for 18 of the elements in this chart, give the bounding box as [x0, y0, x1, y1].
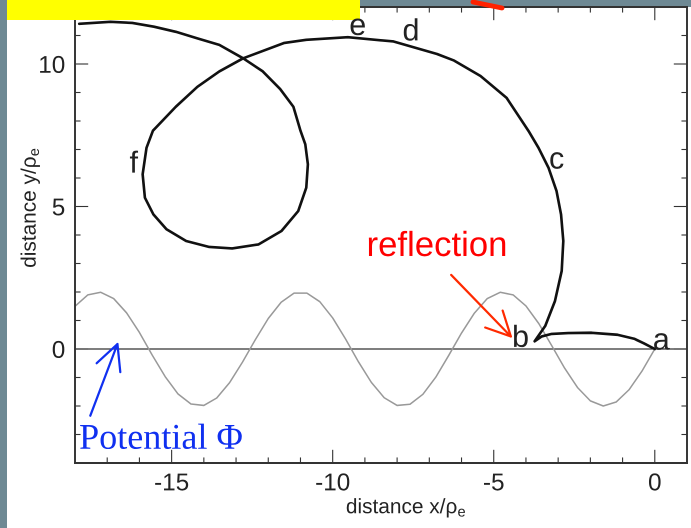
line-series: [75, 292, 656, 407]
y-tick-label: 10: [40, 56, 64, 74]
x-tick-label: 0: [648, 473, 661, 491]
annotation: reflection: [368, 230, 506, 256]
annotation: Potential Φ: [80, 424, 242, 450]
annotation: b: [514, 324, 528, 348]
x-axis-title: distance x/ρ$_{e}$: [346, 498, 465, 518]
x-tick-label: -5: [484, 474, 504, 491]
x-tick-label: -10: [316, 473, 350, 491]
annotation: e: [350, 18, 365, 36]
annotation: f: [130, 150, 138, 173]
x-tick-label: -15: [155, 474, 188, 491]
y-tick-label: 0: [52, 340, 64, 358]
y-tick-label: 5: [52, 198, 64, 216]
y-axis-title: distance y/ρ$_{e}$: [20, 148, 40, 267]
annotation: a: [654, 333, 670, 350]
annotation: c: [550, 152, 564, 169]
annotation: d: [404, 18, 418, 41]
